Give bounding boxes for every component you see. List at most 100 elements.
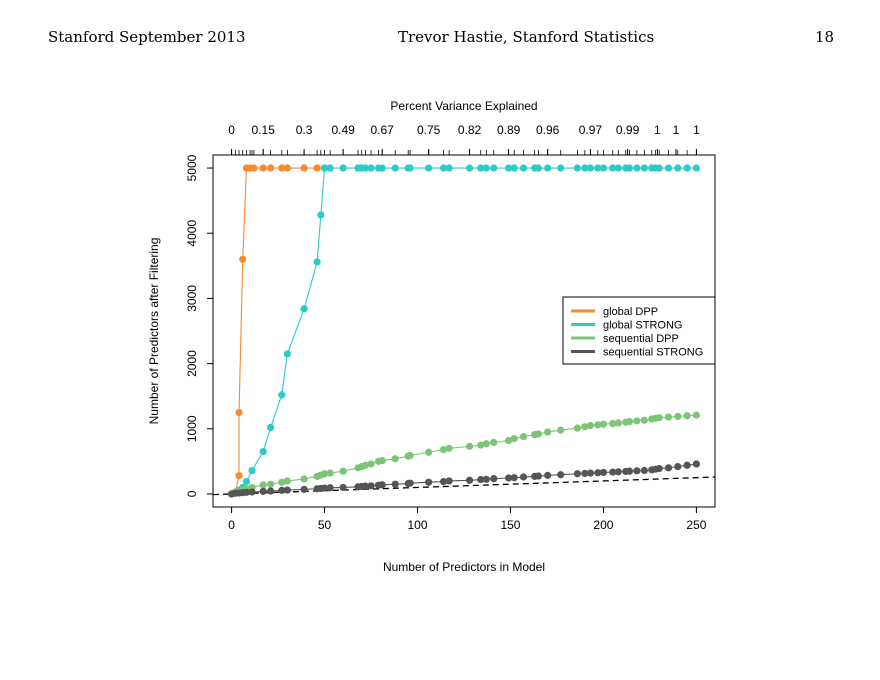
global-dpp-point <box>235 408 243 417</box>
sequential-strong-point <box>594 469 602 477</box>
reference-line-dashed <box>212 476 716 496</box>
sequential-strong-point <box>439 477 448 486</box>
sequential-strong-point <box>505 474 513 482</box>
sequential-dpp-point <box>510 434 518 443</box>
global-dpp-point <box>313 164 321 172</box>
global-dpp-point <box>239 255 247 263</box>
sequential-dpp-point <box>445 444 453 452</box>
plot-area: 0 50 100 150 200 250 0 1000 2000 3000 4000 5000 0 0.1… <box>185 123 716 532</box>
global-strong-point <box>361 164 370 172</box>
global-dpp-point <box>250 164 258 172</box>
top-axis-tick-label: 0.67 <box>371 123 395 137</box>
global-strong-point <box>519 164 528 172</box>
global-strong-point <box>664 164 673 172</box>
sequential-strong-point <box>599 468 608 477</box>
sequential-dpp-point <box>278 478 286 486</box>
sequential-strong-point <box>557 471 565 479</box>
global-strong-point <box>391 164 399 172</box>
global-strong-segment <box>303 261 318 309</box>
sequential-dpp-point <box>557 426 565 434</box>
sequential-strong-point <box>510 474 518 482</box>
global-strong-point <box>317 211 325 219</box>
global-strong-point <box>614 164 622 172</box>
sequential-strong-point <box>640 466 648 475</box>
top-axis-tick-label: 0.96 <box>536 123 560 137</box>
global-strong-segment <box>251 451 264 471</box>
global-strong-point <box>367 164 375 172</box>
x-axis-label: Number of Predictors in Model <box>383 560 545 574</box>
sequential-dpp-point <box>640 416 648 424</box>
sequential-dpp-point <box>625 418 634 426</box>
sequential-strong-point <box>391 480 399 488</box>
global-strong-point <box>439 164 448 172</box>
sequential-dpp-point <box>544 428 552 436</box>
sequential-dpp-point <box>283 477 291 485</box>
global-strong-point <box>465 164 474 172</box>
x-tick-label: 0 <box>228 518 235 532</box>
y-tick-label: 4000 <box>185 220 199 247</box>
global-strong-point <box>445 164 453 172</box>
sequential-strong-point <box>482 475 490 483</box>
global-strong-point <box>573 164 582 172</box>
sequential-dpp-point <box>655 414 663 422</box>
sequential-strong-point <box>406 479 414 487</box>
slide-header-left: Stanford September 2013 <box>48 28 246 46</box>
top-axis-tick-label: 0 <box>228 123 235 137</box>
sequential-strong-point <box>242 488 251 496</box>
top-axis-title: Percent Variance Explained <box>390 99 537 113</box>
global-strong-point <box>594 164 602 172</box>
sequential-dpp-point <box>664 413 673 421</box>
slide-page-number: 18 <box>815 28 835 46</box>
global-strong-segment <box>262 427 272 452</box>
global-dpp-point <box>300 164 308 172</box>
sequential-strong-point <box>477 476 485 484</box>
global-strong-point <box>534 164 542 172</box>
sequential-strong-point <box>614 468 622 476</box>
global-strong-point <box>510 164 518 172</box>
sequential-dpp-point <box>614 419 622 427</box>
sequential-strong-point <box>625 467 634 475</box>
sequential-strong-point <box>581 469 589 478</box>
global-strong-point <box>339 164 347 172</box>
sequential-strong-point <box>248 488 256 496</box>
top-axis-tick-label: 1 <box>654 123 661 137</box>
global-dpp-point <box>235 472 243 480</box>
sequential-strong-point <box>544 471 552 479</box>
global-strong-point <box>300 305 308 313</box>
sequential-dpp-point <box>519 433 528 441</box>
sequential-strong-point <box>320 484 329 492</box>
top-axis-tick-label: 0.3 <box>296 123 313 137</box>
sequential-strong-point <box>664 464 673 472</box>
sequential-strong-point <box>378 481 386 489</box>
top-axis-tick-label: 0.75 <box>417 123 441 137</box>
sequential-dpp-point <box>586 421 595 430</box>
global-dpp-segment <box>242 168 248 260</box>
sequential-strong-point <box>519 473 528 481</box>
sequential-strong-point <box>361 482 370 490</box>
legend-label-sequential-dpp: sequential DPP <box>603 333 679 345</box>
y-tick-label: 3000 <box>185 285 199 312</box>
global-strong-point <box>406 164 414 172</box>
legend-label-global-dpp: global DPP <box>603 306 658 318</box>
sequential-strong-point <box>445 477 453 485</box>
global-strong-point <box>625 164 634 172</box>
sequential-dpp-point <box>378 457 386 465</box>
global-strong-point <box>655 164 663 172</box>
y-tick-label: 1000 <box>185 415 199 442</box>
sequential-dpp-point <box>573 424 582 432</box>
sequential-strong-point <box>573 470 582 478</box>
sequential-dpp-point <box>367 460 375 468</box>
global-strong-point <box>248 466 256 475</box>
global-strong-point <box>320 164 329 172</box>
sequential-dpp-point <box>482 440 490 448</box>
sequential-strong-point <box>367 482 375 490</box>
sequential-dpp-point <box>406 451 414 460</box>
sequential-strong-point <box>586 469 595 477</box>
global-strong-point <box>581 164 589 172</box>
sequential-strong-point <box>692 460 701 468</box>
sequential-strong-point <box>655 464 663 473</box>
x-tick-label: 150 <box>500 518 520 532</box>
global-dpp-segment <box>238 259 244 413</box>
sequential-dpp-point <box>581 423 589 431</box>
